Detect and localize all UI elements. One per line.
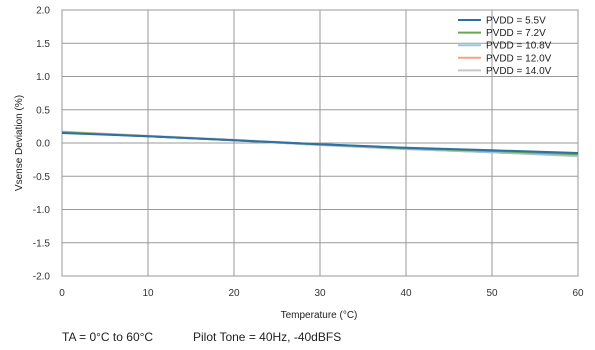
x-tick-label: 20 xyxy=(228,288,240,299)
y-axis-label: Vsense Deviation (%) xyxy=(14,95,25,191)
y-tick-label: 0.0 xyxy=(36,139,50,150)
y-tick-label: 1.0 xyxy=(36,72,50,83)
y-tick-label: -1.0 xyxy=(33,205,51,216)
legend-label: PVDD = 7.2V xyxy=(486,28,546,39)
x-tick-label: 30 xyxy=(314,288,326,299)
y-tick-label: -0.5 xyxy=(33,172,51,183)
series-layer xyxy=(61,130,579,158)
line-chart: 0 10 20 30 40 50 60 2.0 1.5 1.0 0.5 0.0 -0.5 -1.0 -1.5… xyxy=(14,6,584,322)
legend-label: PVDD = 12.0V xyxy=(486,53,552,64)
legend-label: PVDD = 10.8V xyxy=(486,41,552,52)
series-line xyxy=(61,132,579,154)
legend-label: PVDD = 14.0V xyxy=(486,66,552,77)
x-axis-label: Temperature (°C) xyxy=(281,310,358,321)
x-tick-label: 10 xyxy=(142,288,154,299)
grid xyxy=(61,9,579,277)
x-tick-label: 50 xyxy=(486,288,498,299)
test-condition-pilot-tone: Pilot Tone = 40Hz, -40dBFS xyxy=(193,330,342,344)
y-tick-label: -2.0 xyxy=(33,272,51,283)
x-tick-label: 60 xyxy=(572,288,584,299)
tick-labels: 0 10 20 30 40 50 60 2.0 1.5 1.0 0.5 0.0 -0.5 -1.0 -1.5… xyxy=(33,6,584,300)
legend-label: PVDD = 5.5V xyxy=(486,16,546,27)
y-tick-label: 1.5 xyxy=(36,39,50,50)
y-tick-label: 2.0 xyxy=(36,6,50,17)
x-tick-label: 40 xyxy=(400,288,412,299)
y-tick-label: -1.5 xyxy=(33,238,51,249)
test-condition-temperature: TA = 0°C to 60°C xyxy=(62,330,154,344)
x-tick-label: 0 xyxy=(59,288,65,299)
y-tick-label: 0.5 xyxy=(36,105,50,116)
